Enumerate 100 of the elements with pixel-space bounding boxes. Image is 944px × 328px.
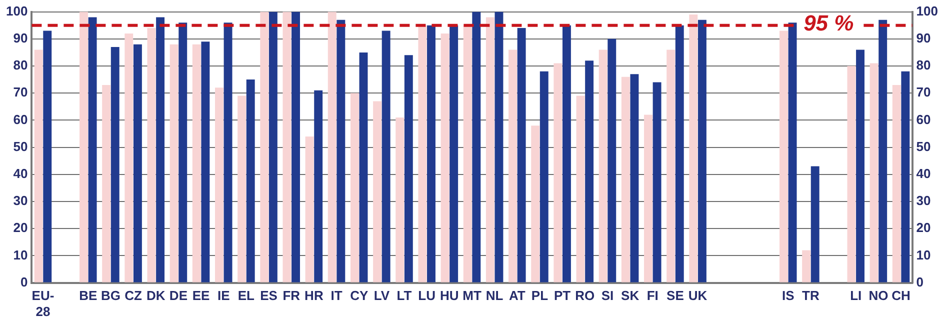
bar xyxy=(260,12,269,282)
bar xyxy=(88,17,97,282)
y2-tick-label: 40 xyxy=(916,166,931,181)
bar xyxy=(440,33,450,282)
bar xyxy=(170,44,178,282)
x-tick-label: LV xyxy=(374,288,390,304)
x-tick-label: RO xyxy=(575,288,595,304)
bar xyxy=(517,28,526,282)
bar xyxy=(486,17,494,282)
bar xyxy=(494,12,504,282)
x-tick-label: SE xyxy=(666,288,684,304)
x-tick-label: IT xyxy=(330,288,342,304)
bar xyxy=(350,93,359,282)
y-tick-label: 20 xyxy=(13,220,28,236)
bar xyxy=(689,14,698,282)
bar xyxy=(382,30,390,282)
bar xyxy=(178,22,188,282)
y2-tick-label: 10 xyxy=(916,247,931,262)
bar xyxy=(630,74,639,282)
bar xyxy=(246,80,255,282)
x-tick-label: TR xyxy=(802,288,820,304)
x-tick-label: PL xyxy=(531,288,548,304)
bar xyxy=(644,114,652,282)
y-tick-label: 10 xyxy=(13,247,28,262)
bar xyxy=(359,52,368,282)
bar xyxy=(396,117,404,282)
bar xyxy=(192,44,201,282)
bar xyxy=(450,25,458,282)
bar xyxy=(878,20,888,282)
bar xyxy=(531,126,540,282)
y2-tick-label: 90 xyxy=(916,30,931,46)
bar xyxy=(576,96,585,282)
bar xyxy=(621,76,630,282)
bar xyxy=(856,50,864,282)
bar xyxy=(201,42,210,282)
bar xyxy=(34,50,43,282)
bar xyxy=(282,12,292,282)
bar xyxy=(147,28,156,282)
x-tick-label: CY xyxy=(350,288,368,304)
bar xyxy=(698,20,706,282)
bar xyxy=(870,63,878,282)
bar xyxy=(598,50,608,282)
bar xyxy=(110,47,120,282)
bar xyxy=(373,101,382,282)
y-tick-label: 0 xyxy=(20,274,28,290)
bar xyxy=(779,30,788,282)
bar xyxy=(224,22,232,282)
y2-tick-label: 30 xyxy=(916,193,931,208)
bar xyxy=(133,44,142,282)
bar xyxy=(892,84,901,282)
bar xyxy=(554,63,562,282)
bar xyxy=(43,30,52,282)
x-tick-label: NO xyxy=(868,288,888,304)
bar xyxy=(508,50,517,282)
bar xyxy=(901,71,910,282)
bar xyxy=(608,38,616,282)
y-tick-label: 80 xyxy=(13,58,28,73)
y2-tick-label: 80 xyxy=(916,58,931,73)
y-tick-label: 100 xyxy=(6,3,28,18)
x-tick-label: PT xyxy=(554,288,571,304)
x-tick-label: DK xyxy=(146,288,166,304)
x-tick-label: AT xyxy=(508,288,526,304)
bar xyxy=(314,90,323,282)
bar xyxy=(847,66,856,282)
y-tick-label: 40 xyxy=(13,166,28,181)
y2-tick-label: 60 xyxy=(916,112,931,127)
x-tick-label: LI xyxy=(850,288,862,304)
bar xyxy=(652,82,662,282)
bar xyxy=(802,250,811,282)
x-tick-label: DE xyxy=(169,288,188,304)
bar xyxy=(418,25,427,282)
bar xyxy=(268,12,278,282)
y2-tick-label: 70 xyxy=(916,84,931,100)
y-tick-label: 70 xyxy=(13,84,28,100)
bar xyxy=(336,20,346,282)
bar xyxy=(124,33,134,282)
bar xyxy=(102,84,111,282)
x-tick-label: BE xyxy=(79,288,98,304)
x-tick-label: SK xyxy=(621,288,640,304)
bar xyxy=(810,166,820,282)
y2-tick-label: 100 xyxy=(916,3,938,18)
ref-line-label: 95 % xyxy=(804,10,854,36)
bar xyxy=(80,12,88,282)
bar xyxy=(562,25,571,282)
x-tick-label: CH xyxy=(892,288,910,304)
y2-tick-label: 20 xyxy=(916,220,931,236)
x-tick-label: EE xyxy=(192,288,210,304)
bar xyxy=(788,22,797,282)
y-tick-label: 30 xyxy=(13,193,28,208)
bar xyxy=(238,96,246,282)
y2-tick-label: 50 xyxy=(916,138,931,154)
x-tick-label: EU-28 xyxy=(32,288,54,319)
x-tick-label: FI xyxy=(646,288,658,304)
x-tick-label: ES xyxy=(260,288,278,304)
x-tick-label: HU xyxy=(440,288,459,304)
bar xyxy=(292,12,300,282)
bar xyxy=(472,12,481,282)
x-tick-label: LT xyxy=(396,288,412,304)
x-tick-label: LU xyxy=(418,288,436,304)
x-tick-label: NL xyxy=(486,288,504,304)
